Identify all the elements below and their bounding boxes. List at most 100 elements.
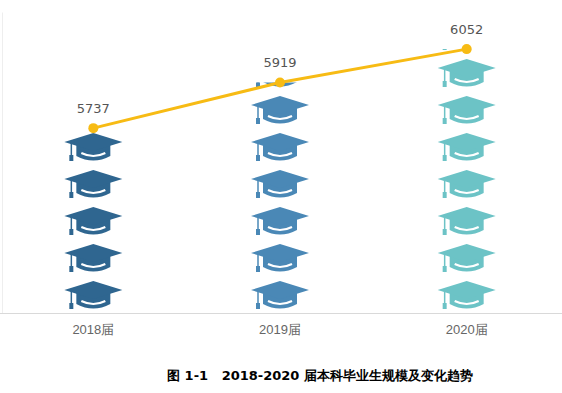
cap-tassel-end bbox=[256, 155, 260, 161]
pictorial-bar bbox=[64, 128, 122, 309]
cap-tassel-end bbox=[69, 266, 73, 272]
cap-tassel-end bbox=[69, 192, 73, 198]
cap-tassel-end bbox=[256, 266, 260, 272]
title: 图 1-1 2018-2020 届本科毕业生规模及变化趋势 bbox=[167, 368, 473, 383]
cap-board bbox=[251, 207, 309, 225]
cap-tassel-end bbox=[443, 118, 447, 124]
cap-icon bbox=[64, 207, 122, 235]
cap-ring bbox=[81, 190, 105, 193]
cap-tassel-end bbox=[256, 118, 260, 124]
cap-ring bbox=[81, 264, 105, 267]
labels: 5737 5919 6052 bbox=[77, 22, 483, 116]
plot-area bbox=[64, 22, 495, 309]
cap-icon bbox=[438, 59, 496, 87]
cap-tassel-end bbox=[443, 266, 447, 272]
cap-tassel-end bbox=[69, 303, 73, 309]
cap-tassel-end bbox=[443, 303, 447, 309]
cap-tassel bbox=[444, 217, 446, 231]
line-marker bbox=[462, 44, 472, 54]
cap-tassel bbox=[71, 180, 73, 194]
data-label: 5737 bbox=[77, 101, 110, 116]
chart: 2018届 2019届 2020届 5737 5919 6052 图 1-1 2018-20… bbox=[0, 0, 562, 393]
cap-tassel bbox=[444, 143, 446, 157]
x-tick: 2020届 bbox=[446, 313, 488, 337]
cap-icon bbox=[64, 133, 122, 161]
x-tick-label: 2018届 bbox=[72, 322, 114, 337]
pictorial-bar bbox=[251, 82, 309, 309]
cap-board bbox=[438, 96, 496, 114]
cap-ring bbox=[268, 190, 292, 193]
y-axis bbox=[2, 13, 3, 314]
cap-ring bbox=[81, 301, 105, 304]
cap-board bbox=[438, 59, 496, 77]
cap-ring bbox=[455, 153, 479, 156]
cap-tassel bbox=[444, 291, 446, 305]
cap-tassel-end bbox=[256, 303, 260, 309]
cap-icon bbox=[64, 281, 122, 309]
cap-ring bbox=[268, 264, 292, 267]
cap-board bbox=[438, 244, 496, 262]
cap-ring bbox=[268, 227, 292, 230]
cap-ring bbox=[455, 116, 479, 119]
cap-tassel-end bbox=[256, 192, 260, 198]
cap-tassel bbox=[444, 69, 446, 83]
line-marker bbox=[88, 123, 98, 133]
cap-ring bbox=[455, 301, 479, 304]
cap-tassel bbox=[71, 254, 73, 268]
cap-tassel-end bbox=[256, 229, 260, 235]
data-label: 6052 bbox=[450, 22, 483, 37]
cap-tassel bbox=[444, 180, 446, 194]
cap-board bbox=[251, 170, 309, 188]
cap-icon bbox=[438, 133, 496, 161]
cap-icon bbox=[438, 281, 496, 309]
cap-ring bbox=[268, 116, 292, 119]
cap-board bbox=[438, 170, 496, 188]
x-tick-label: 2020届 bbox=[446, 322, 488, 337]
cap-tassel-end bbox=[443, 155, 447, 161]
x-axis-line bbox=[0, 313, 562, 314]
cap-board bbox=[438, 133, 496, 151]
cap-tassel bbox=[444, 106, 446, 120]
cap-board bbox=[251, 281, 309, 299]
cap-icon bbox=[251, 96, 309, 124]
cap-board bbox=[64, 133, 122, 151]
x-tick-label: 2019届 bbox=[259, 322, 301, 337]
x-axis: 2018届 2019届 2020届 bbox=[0, 313, 562, 337]
cap-tassel bbox=[257, 291, 259, 305]
cap-ring bbox=[268, 301, 292, 304]
cap-ring bbox=[81, 153, 105, 156]
cap-icon bbox=[251, 207, 309, 235]
trend-line bbox=[93, 49, 466, 128]
cap-tassel bbox=[71, 291, 73, 305]
cap-icon bbox=[438, 244, 496, 272]
cap-tassel bbox=[257, 180, 259, 194]
cap-tassel-end bbox=[443, 229, 447, 235]
pictorial-bar bbox=[438, 49, 496, 309]
cap-tassel-end bbox=[443, 49, 447, 50]
cap-tassel bbox=[257, 254, 259, 268]
cap-board bbox=[251, 96, 309, 114]
cap-tassel bbox=[257, 217, 259, 231]
cap-board bbox=[64, 207, 122, 225]
cap-board bbox=[438, 281, 496, 299]
cap-tassel bbox=[444, 254, 446, 268]
cap-ring bbox=[455, 227, 479, 230]
cap-tassel-end bbox=[69, 229, 73, 235]
cap-ring bbox=[455, 264, 479, 267]
cap-board bbox=[438, 207, 496, 225]
cap-icon bbox=[438, 170, 496, 198]
cap-tassel bbox=[71, 143, 73, 157]
cap-tassel bbox=[257, 143, 259, 157]
cap-board bbox=[251, 244, 309, 262]
cap-board bbox=[64, 244, 122, 262]
cap-ring bbox=[268, 153, 292, 156]
y-axis-line bbox=[2, 13, 3, 314]
cap-board bbox=[64, 281, 122, 299]
cap-ring bbox=[455, 190, 479, 193]
cap-ring bbox=[81, 227, 105, 230]
data-label: 5919 bbox=[263, 55, 296, 70]
cap-icon bbox=[251, 244, 309, 272]
cap-tassel-end bbox=[69, 155, 73, 161]
x-tick: 2019届 bbox=[259, 313, 301, 337]
cap-board bbox=[64, 170, 122, 188]
